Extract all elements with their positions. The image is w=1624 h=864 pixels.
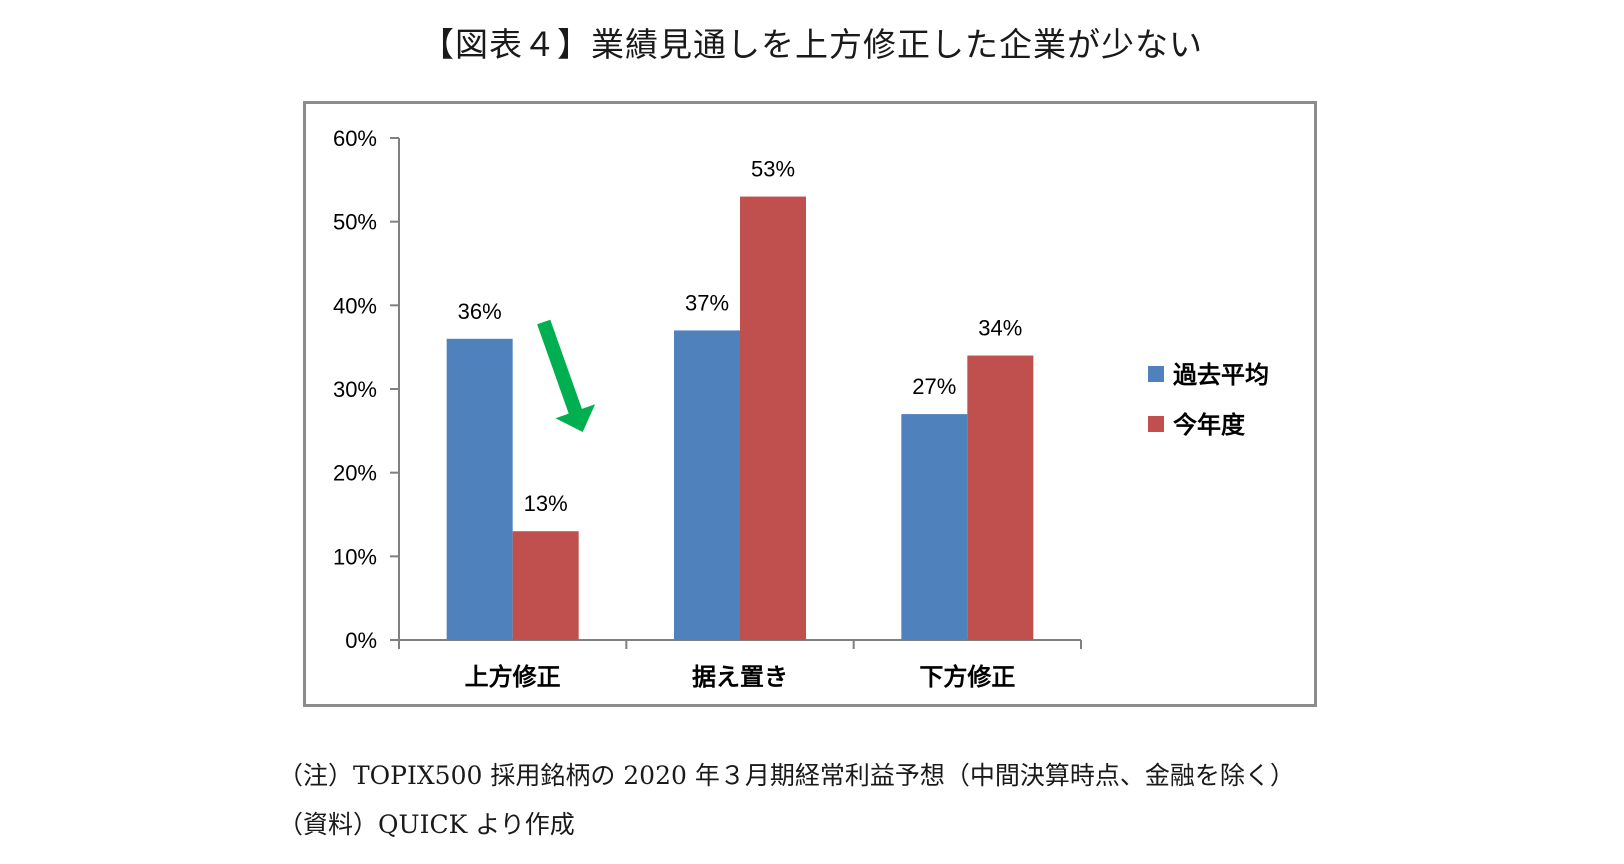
x-category-label: 据え置き xyxy=(692,664,788,691)
y-tick-label: 40% xyxy=(333,293,377,318)
legend-label: 過去平均 xyxy=(1173,361,1269,389)
footnote: （注）TOPIX500 採用銘柄の 2020 年３月期経常利益予想（中間決算時点… xyxy=(278,761,1295,790)
bars: 36% 13% 37% 53% 27% 34% xyxy=(446,157,1034,641)
axes: 0% 10% 20% 30% 40% 50% 60% 上方修正 据え置き 下方修正 xyxy=(333,126,1082,691)
data-label: 53% xyxy=(751,157,795,182)
x-category-label: 下方修正 xyxy=(919,663,1015,691)
bar-past-average xyxy=(674,330,740,640)
data-label: 13% xyxy=(524,491,568,516)
data-label: 36% xyxy=(458,299,502,324)
chart-frame: 0% 10% 20% 30% 40% 50% 60% 上方修正 据え置き 下方修正 36% 13% 3… xyxy=(303,101,1317,707)
legend-swatch xyxy=(1148,416,1164,432)
bar-current-year xyxy=(512,531,579,640)
y-tick-label: 20% xyxy=(333,461,377,486)
bar-chart: 0%10%20%30%40%50%60%上方修正 据え置き 下方修正 36%13%3… xyxy=(333,126,1269,691)
data-label: 34% xyxy=(978,316,1022,341)
down-arrow-icon xyxy=(537,319,596,432)
data-label: 37% xyxy=(685,290,729,315)
legend-label: 今年度 xyxy=(1173,411,1246,439)
x-category-label: 上方修正 xyxy=(465,663,561,691)
y-tick-label: 30% xyxy=(333,377,377,402)
bar-current-year xyxy=(967,355,1034,640)
y-tick-label: 0% xyxy=(345,628,377,653)
bar-past-average xyxy=(901,414,968,640)
y-tick-label: 50% xyxy=(333,210,377,235)
y-tick-label: 60% xyxy=(333,126,377,151)
annotation xyxy=(537,319,596,432)
y-tick-label: 10% xyxy=(333,544,377,569)
bar-current-year xyxy=(740,196,806,641)
page-title: 【図表４】業績見通しを上方修正した企業が少ない xyxy=(421,25,1203,64)
source-note: （資料）QUICK より作成 xyxy=(278,810,575,839)
bar-past-average xyxy=(446,338,513,640)
legend-swatch xyxy=(1148,366,1164,382)
data-label: 27% xyxy=(912,374,956,399)
